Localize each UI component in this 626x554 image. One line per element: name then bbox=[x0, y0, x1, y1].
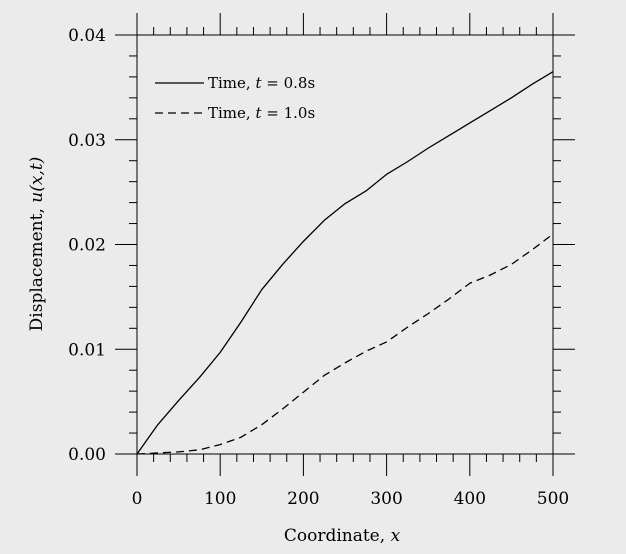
y-axis-label: Displacement, u(x,t) bbox=[27, 157, 47, 332]
y-tick-label: 0.04 bbox=[68, 26, 106, 46]
plot-frame bbox=[136, 34, 554, 455]
minor-ticks bbox=[129, 27, 561, 462]
x-tick-labels: 0 100 200 300 400 500 bbox=[132, 489, 570, 509]
series-line-solid bbox=[136, 71, 554, 455]
series-line-dashed bbox=[136, 233, 554, 455]
x-tick-label: 200 bbox=[287, 489, 319, 509]
y-tick-label: 0.02 bbox=[68, 236, 106, 256]
series-lines bbox=[136, 71, 554, 455]
y-tick-label: 0.01 bbox=[68, 340, 106, 360]
x-tick-label: 0 bbox=[132, 489, 143, 509]
legend-label-series-0: Time, t = 0.8s bbox=[208, 74, 315, 92]
x-tick-label: 500 bbox=[537, 489, 569, 509]
major-ticks bbox=[115, 13, 575, 476]
legend-label-series-1: Time, t = 1.0s bbox=[208, 104, 315, 122]
y-tick-labels: 0.00 0.01 0.02 0.03 0.04 bbox=[68, 26, 106, 465]
x-tick-label: 100 bbox=[204, 489, 236, 509]
x-tick-label: 400 bbox=[454, 489, 486, 509]
y-tick-label: 0.00 bbox=[68, 445, 106, 465]
y-tick-label: 0.03 bbox=[68, 131, 106, 151]
x-axis-label: Coordinate, x bbox=[284, 526, 401, 546]
legend: Time, t = 0.8s Time, t = 1.0s bbox=[155, 74, 315, 122]
x-tick-label: 300 bbox=[370, 489, 402, 509]
